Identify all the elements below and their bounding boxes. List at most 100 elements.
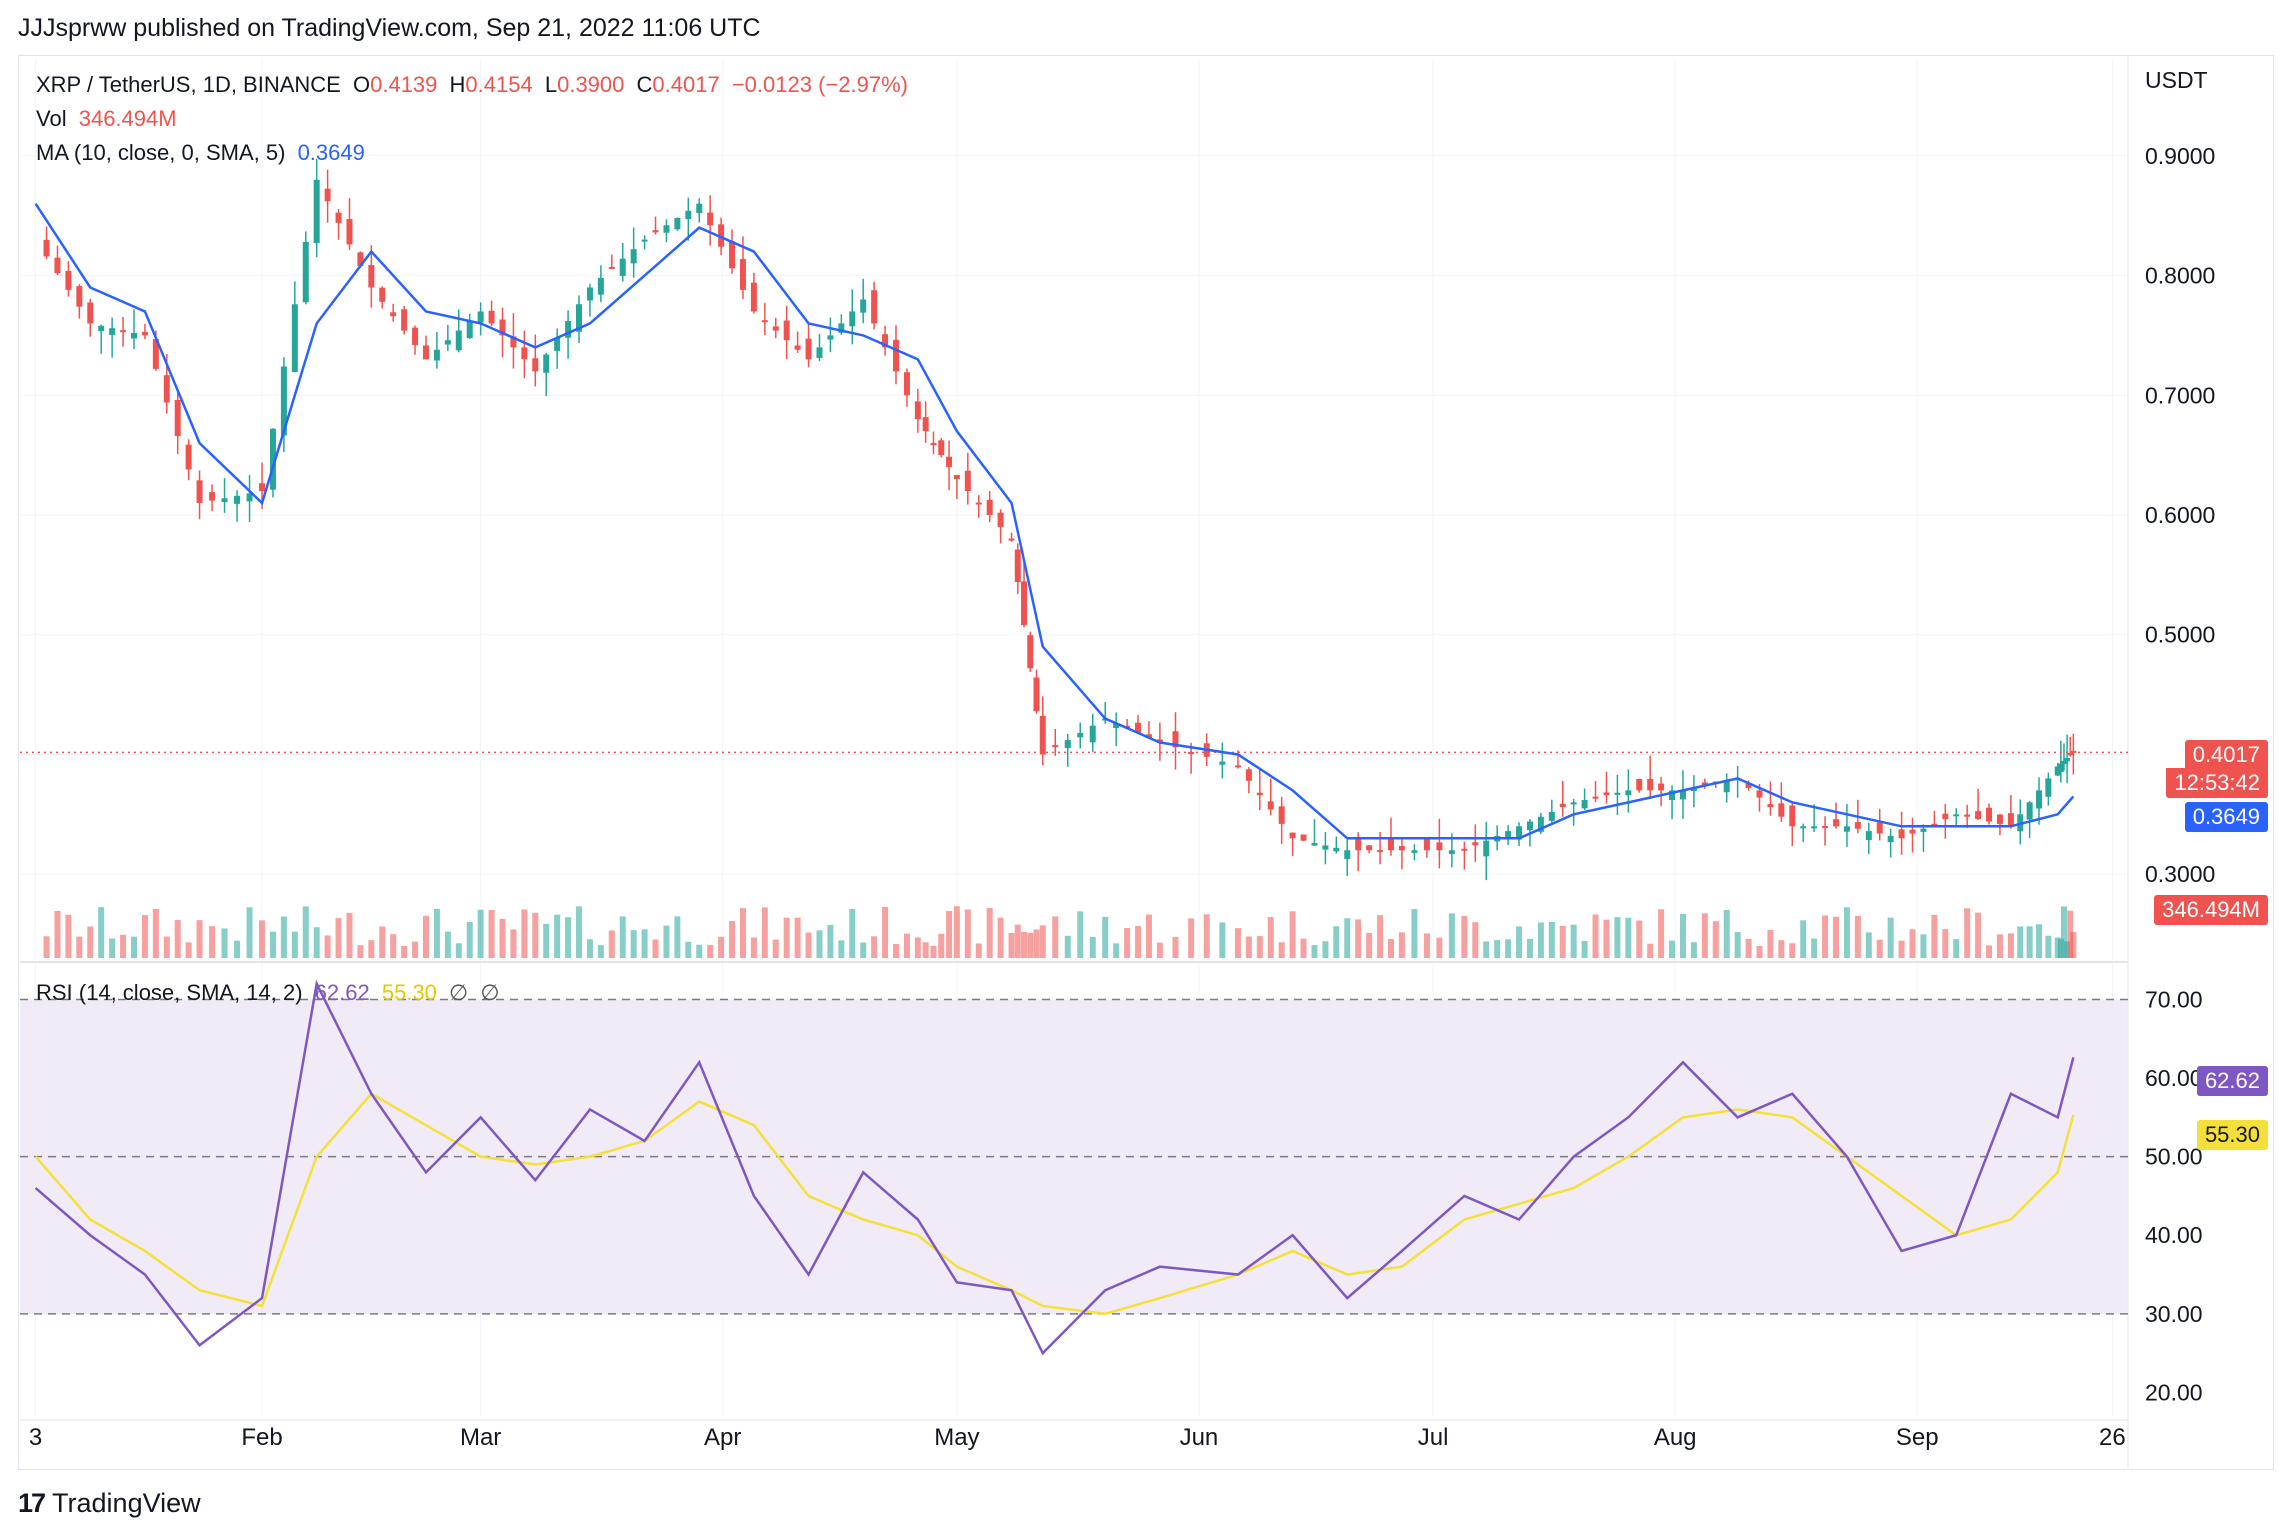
candle-body [346,218,353,245]
footer-brand[interactable]: TradingView [52,1488,201,1518]
volume-bar [54,910,61,958]
volume-bar [324,935,331,958]
volume-bar [1436,937,1443,958]
rsi-legend: RSI (14, close, SMA, 14, 2) 62.62 55.30 … [36,980,506,1006]
candle-body [2057,763,2064,772]
volume-bar [390,934,397,958]
main-legend: XRP / TetherUS, 1D, BINANCE O0.4139 H0.4… [36,72,914,98]
rsi-extra-2: ∅ [480,980,500,1005]
volume-bar [1647,943,1654,958]
candle-body [1745,783,1752,788]
volume-bar [1102,916,1109,958]
countdown-tag: 12:53:42 [2166,768,2268,798]
candle-body [1505,831,1512,840]
volume-bar [1636,920,1643,958]
candle-body [1942,813,1949,820]
candle-body [882,334,889,348]
candle-body [246,493,253,502]
candle-body [152,338,159,369]
candle-body [1064,740,1071,749]
candle-body [1483,840,1490,857]
volume-bar [433,908,440,958]
time-tick-label: May [934,1424,979,1451]
candle-body [488,310,495,324]
candle-body [1021,581,1028,626]
volume-bar [685,941,692,958]
candle-body [259,483,266,492]
candle-body [2035,790,2042,809]
volume-bar [663,925,670,958]
volume-bar [1942,929,1949,958]
tradingview-logo-icon: 17 [18,1488,46,1518]
volume-bar [357,945,364,958]
candle-body [1526,821,1533,831]
volume-bar [2026,926,2033,958]
volume-bar [259,920,266,958]
candle-body [368,265,375,288]
candle-body [1592,796,1599,799]
candle-body [1172,731,1179,748]
volume-bar [1559,925,1566,958]
candle-body [641,239,648,242]
volume-bar [1234,928,1241,958]
volume-bar [986,908,993,958]
symbol-label[interactable]: XRP / TetherUS, 1D, BINANCE [36,72,341,97]
volume-bar [1387,938,1394,958]
ma-label[interactable]: MA (10, close, 0, SMA, 5) [36,140,286,165]
candle-body [849,311,856,327]
candle-body [379,287,386,302]
volume-bar [1898,940,1905,958]
volume-bar [1756,945,1763,958]
candle-body [109,328,116,335]
volume-bar [422,915,429,958]
time-tick-label: Mar [460,1424,501,1451]
candle-body [1876,822,1883,834]
candle-body [87,302,94,324]
vol-label[interactable]: Vol [36,106,67,131]
volume-bar [641,929,648,958]
candle-body [1898,829,1905,839]
volume-bar [1172,936,1179,958]
volume-bar [87,926,94,958]
volume-bar [120,934,127,958]
candle-body [455,330,462,351]
volume-bar [477,909,484,958]
volume-bar [805,932,812,958]
volume-bar [1033,929,1040,958]
candle-body [1854,822,1861,829]
candle-body [98,325,105,332]
volume-bar [946,911,953,958]
chart-canvas[interactable]: USDT 0.9000 0.8000 0.7000 0.6000 0.5000 0.3000… [0,0,2292,1480]
candle-body [1436,842,1443,851]
candle-body [565,321,572,338]
candle-body [521,347,528,360]
volume-bar [903,933,910,958]
volume-bar [1778,940,1785,958]
volume-bar [221,928,228,958]
candle-body [1833,819,1840,827]
volume-bar [1156,942,1163,958]
candle-body [1789,805,1796,827]
volume-bar [1592,914,1599,958]
candle-body [54,257,61,274]
volume-bar [1021,931,1028,958]
volume-bar [163,936,170,958]
volume-bar [750,937,757,958]
volume-bar [1203,914,1210,958]
rsi-label[interactable]: RSI (14, close, SMA, 14, 2) [36,980,303,1005]
open-label: O [352,72,371,97]
volume-bar [2035,924,2042,958]
candle-body [1909,829,1916,834]
candle-body [221,498,228,503]
candle-body [1953,814,1960,817]
volume-bar [1008,932,1015,958]
volume-bar [1614,917,1621,958]
volume-bar [554,914,561,958]
volume-bar [65,914,72,958]
volume-bar [1822,915,1829,958]
candle-body [357,252,364,266]
candle-body [76,286,83,307]
candle-body [997,512,1004,527]
candle-body [2064,758,2071,762]
volume-bar [1833,916,1840,958]
